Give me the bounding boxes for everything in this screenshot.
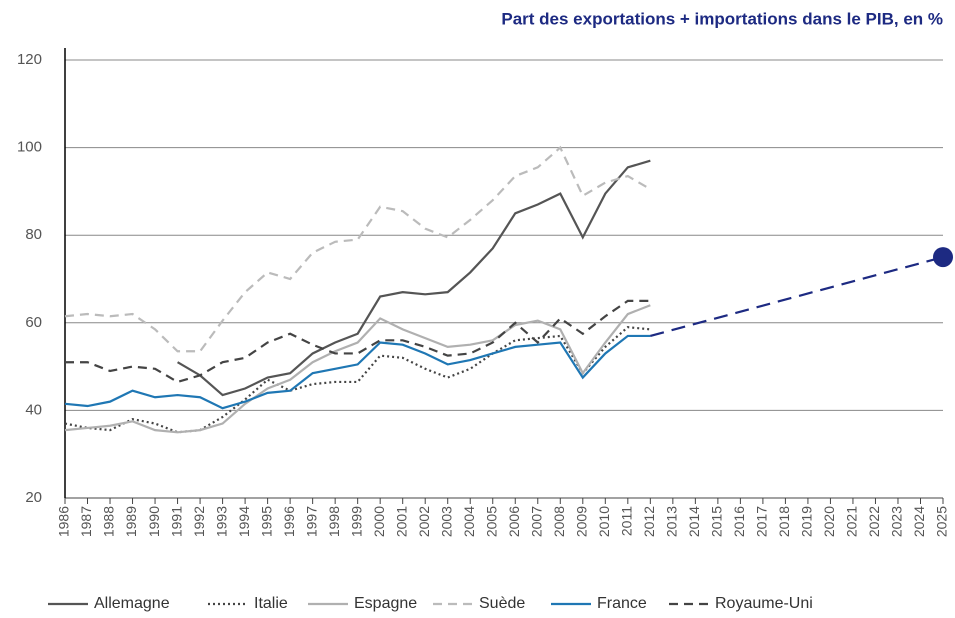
legend-label: France: [597, 595, 647, 612]
x-tick-label: 1998: [326, 506, 342, 537]
x-tick-label: 2001: [393, 506, 409, 537]
x-tick-label: 1989: [123, 506, 139, 537]
x-tick-label: 1987: [78, 506, 94, 537]
x-tick-label: 1993: [213, 506, 229, 537]
y-tick-label: 80: [25, 226, 42, 243]
x-tick-label: 1997: [303, 506, 319, 537]
x-tick-label: 2024: [911, 506, 927, 537]
y-tick-label: 40: [25, 401, 42, 418]
x-tick-label: 2016: [731, 506, 747, 537]
x-tick-label: 1996: [281, 506, 297, 537]
x-tick-label: 1990: [146, 506, 162, 537]
x-tick-label: 2000: [371, 506, 387, 537]
legend-label: Suède: [479, 595, 525, 612]
x-tick-label: 2021: [844, 506, 860, 537]
y-tick-label: 60: [25, 314, 42, 331]
legend-label: Allemagne: [94, 595, 170, 612]
legend-label: Royaume-Uni: [715, 595, 813, 612]
chart-title: Part des exportations + importations dan…: [501, 9, 943, 28]
x-tick-label: 2019: [799, 506, 815, 537]
x-tick-label: 2007: [528, 506, 544, 537]
x-tick-label: 2023: [889, 506, 905, 537]
projection-point: [933, 247, 953, 268]
legend-label: Italie: [254, 595, 288, 612]
x-tick-label: 2022: [866, 506, 882, 537]
x-tick-label: 2025: [934, 506, 950, 537]
y-tick-label: 120: [17, 51, 42, 68]
x-tick-label: 2009: [573, 506, 589, 537]
x-tick-label: 2011: [619, 506, 635, 536]
legend-label: Espagne: [354, 595, 417, 612]
x-tick-label: 2006: [506, 506, 522, 537]
series-line: [64, 145, 651, 353]
series-line: [64, 304, 651, 434]
x-tick-label: 2014: [686, 506, 702, 537]
projection-line: [650, 256, 944, 338]
x-tick-label: 2010: [596, 506, 612, 537]
x-tick-label: 2018: [776, 506, 792, 537]
x-tick-label: 2005: [483, 506, 499, 537]
x-tick-label: 2003: [438, 506, 454, 537]
x-tick-label: 1986: [56, 506, 72, 537]
x-tick-label: 2002: [416, 506, 432, 537]
series-line: [64, 326, 651, 434]
x-tick-label: 1991: [168, 506, 184, 537]
x-tick-label: 1999: [348, 506, 364, 537]
x-tick-label: 1995: [258, 506, 274, 537]
x-tick-label: 2012: [641, 506, 657, 537]
x-tick-label: 2020: [821, 506, 837, 537]
x-tick-label: 2004: [461, 506, 477, 537]
y-tick-label: 100: [17, 139, 42, 156]
x-tick-label: 2015: [709, 506, 725, 537]
x-tick-label: 1994: [236, 506, 252, 537]
series-line: [64, 334, 651, 410]
series-line: [177, 159, 651, 397]
x-tick-label: 2013: [664, 506, 680, 537]
x-tick-label: 2017: [754, 506, 770, 537]
y-tick-label: 20: [25, 489, 42, 506]
x-tick-label: 1992: [191, 506, 207, 537]
x-tick-label: 2008: [551, 506, 567, 537]
x-tick-label: 1988: [101, 506, 117, 537]
